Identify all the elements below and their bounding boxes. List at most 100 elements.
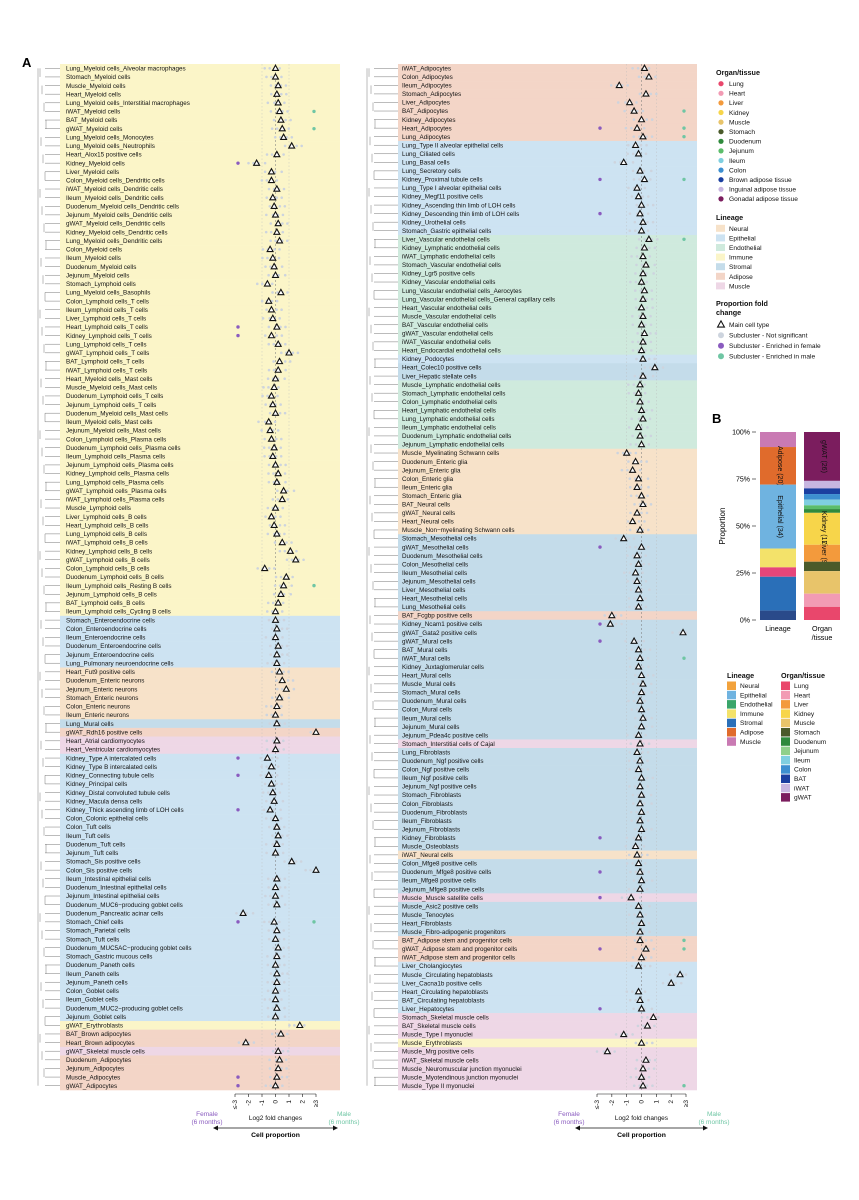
subcluster-dot	[630, 648, 634, 651]
subcluster-dot	[628, 571, 632, 575]
subcluster-dot	[633, 605, 637, 609]
subcluster-dot	[641, 768, 644, 771]
subcluster-dot	[275, 299, 279, 303]
main-cell-type-marker	[639, 414, 647, 422]
subcluster-dot	[644, 733, 647, 737]
subcluster-dot	[267, 472, 270, 475]
row-label: Colon_Myeloid cells	[66, 247, 122, 254]
row-label: Duodenum_Enteric neurons	[66, 678, 144, 685]
subcluster-dot	[267, 325, 271, 329]
x-tick-label: 0	[639, 1100, 646, 1104]
main-cell-type-marker	[636, 209, 644, 217]
stacked-bar-segment	[760, 576, 796, 611]
subcluster-dot	[284, 118, 287, 122]
subcluster-dot	[634, 443, 638, 446]
row-label: Muscle_Fibro-adipogenic progenitors	[402, 929, 506, 936]
main-cell-type-marker	[631, 568, 640, 576]
main-cell-type-marker	[291, 555, 300, 563]
subcluster-dot	[282, 825, 286, 829]
subcluster-dot	[269, 653, 273, 656]
lineage-band	[398, 585, 697, 595]
subcluster-dot	[640, 904, 644, 908]
subcluster-dot	[633, 503, 636, 506]
subcluster-dot	[279, 575, 283, 579]
main-cell-type-marker	[649, 1013, 658, 1021]
subcluster-dot	[268, 998, 272, 1001]
subcluster-dot	[652, 674, 655, 677]
subcluster-dot	[645, 1041, 649, 1045]
subcluster-dot	[628, 477, 632, 480]
main-cell-type-marker	[272, 900, 281, 908]
subcluster-dot	[644, 323, 647, 327]
subcluster-dot	[641, 195, 645, 198]
main-cell-type-marker	[636, 380, 644, 388]
subcluster-dot	[625, 862, 629, 865]
subcluster-dot	[625, 836, 629, 840]
lineage-band	[60, 581, 340, 591]
row-label: gWAT_Myeloid cells_Dendritic cells	[66, 221, 165, 228]
main-cell-type-marker	[640, 286, 649, 294]
lineage-band	[60, 124, 340, 134]
subcluster-dot	[634, 297, 638, 301]
row-label: Lung_Fibroblasts	[402, 749, 450, 756]
subcluster-dot	[631, 682, 635, 686]
lineage-band	[60, 322, 340, 332]
row-label: Jejunum_Mural cells	[402, 724, 459, 731]
lineage-band	[398, 1055, 697, 1065]
subcluster-dot	[281, 1084, 284, 1087]
male-enriched-dot	[682, 656, 686, 660]
subcluster-dot	[635, 1058, 639, 1062]
main-cell-type-marker	[634, 423, 643, 431]
subcluster-dot	[630, 255, 633, 258]
proportion-legend-item: Subcluster - Enriched in female	[729, 343, 821, 350]
subcluster-dot	[267, 187, 271, 191]
subcluster-dot	[280, 998, 283, 1001]
row-label: Ileum_Adipocytes	[402, 83, 452, 90]
main-cell-type-marker	[640, 243, 649, 251]
subcluster-dot	[283, 722, 287, 725]
row-label: Colon_Lymphoid cells_T cells	[66, 298, 149, 305]
row-label: Colon_Enteroendocrine cells	[66, 626, 147, 633]
subcluster-dot	[642, 742, 645, 746]
lineage-band	[398, 217, 697, 227]
lineage-band	[398, 833, 697, 843]
subcluster-dot	[263, 782, 267, 786]
subcluster-dot	[267, 618, 271, 622]
subcluster-dot	[266, 1006, 270, 1010]
subcluster-dot	[275, 437, 278, 441]
row-label: Stomach_Gastric epithelial cells	[402, 228, 491, 235]
subcluster-dot	[644, 579, 648, 583]
subcluster-dot	[304, 868, 307, 872]
main-cell-type-marker	[271, 848, 280, 856]
subcluster-dot	[257, 420, 260, 424]
b-lineage-legend-swatch	[727, 718, 736, 728]
subcluster-dot	[647, 870, 651, 874]
row-label: Ileum_Myeloid cells_Dendritic cells	[66, 195, 164, 202]
subcluster-dot	[267, 463, 271, 467]
lineage-band	[398, 149, 697, 159]
row-label: Colon_Fibroblasts	[402, 801, 453, 808]
subcluster-dot	[651, 306, 654, 309]
subcluster-dot	[280, 627, 284, 631]
subcluster-dot	[647, 485, 650, 489]
subcluster-dot	[648, 588, 651, 592]
subcluster-dot	[619, 614, 623, 617]
subcluster-dot	[628, 656, 632, 660]
subcluster-dot	[646, 1016, 649, 1019]
y-tick-label: 75%	[736, 476, 750, 483]
subcluster-dot	[271, 1049, 275, 1053]
stacked-bar-segment	[760, 567, 796, 577]
lineage-band	[60, 201, 340, 211]
row-label: gWAT_Adipose stem and progenitor cells	[402, 946, 517, 953]
row-label: Stomach_Chief cells	[66, 919, 123, 926]
subcluster-dot	[631, 930, 635, 934]
subcluster-dot	[634, 1041, 638, 1045]
row-label: Lung_Secretory cells	[402, 168, 461, 175]
subcluster-dot	[278, 317, 281, 320]
subcluster-dot	[260, 429, 263, 432]
subcluster-dot	[648, 417, 652, 421]
subcluster-dot	[642, 562, 645, 566]
subcluster-dot	[292, 687, 296, 691]
lineage-band	[60, 339, 340, 349]
lineage-band	[398, 594, 697, 603]
